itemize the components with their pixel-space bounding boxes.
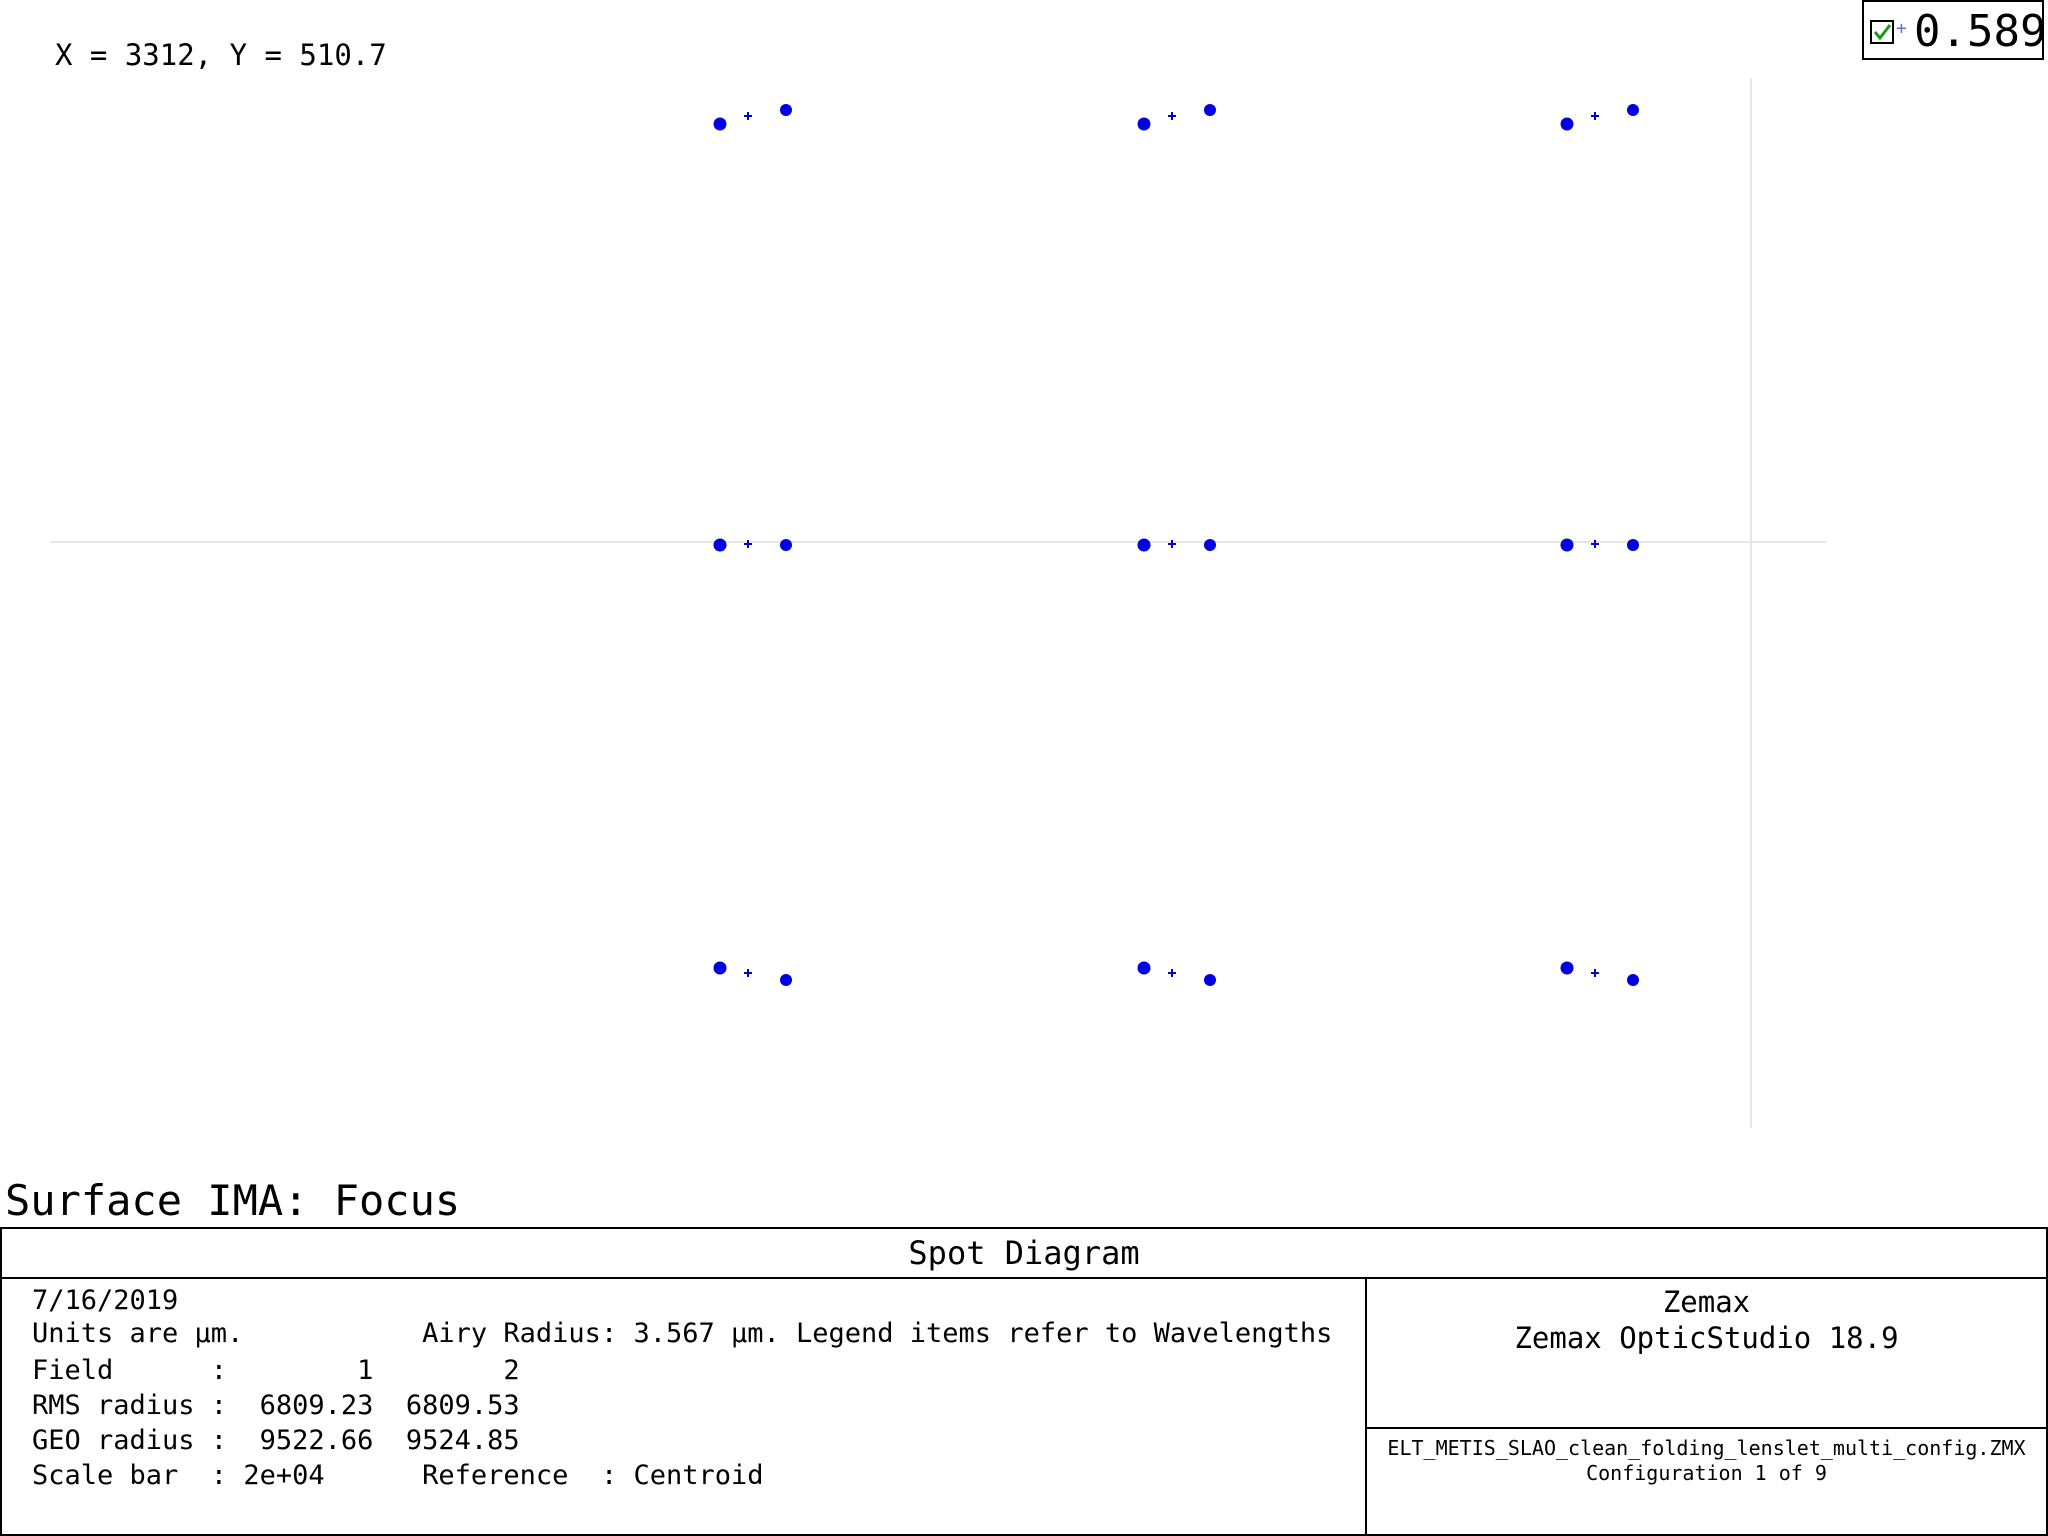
chief-ray-marker <box>1168 540 1176 548</box>
company-name: Zemax <box>1662 1285 1751 1319</box>
spot-left <box>1560 538 1574 552</box>
chief-ray-marker <box>1591 969 1599 977</box>
table-title-row: Spot Diagram <box>2 1229 2046 1279</box>
chief-ray-marker <box>744 969 752 977</box>
spot-right <box>780 974 792 986</box>
company-cell: Zemax Zemax OpticStudio 18.9 <box>1367 1279 2046 1429</box>
chief-ray-marker <box>1168 969 1176 977</box>
scale-bar-line: Scale bar : 2e+04 Reference : Centroid <box>32 1460 764 1491</box>
spot-left <box>1137 117 1151 131</box>
stats-cell: 7/16/2019 Units are µm. Airy Radius: 3.5… <box>2 1279 1367 1534</box>
spot-right <box>1627 539 1639 551</box>
spot-right <box>780 104 792 116</box>
chief-ray-marker <box>744 112 752 120</box>
chief-ray-marker <box>744 540 752 548</box>
rms-radius-line: RMS radius : 6809.23 6809.53 <box>32 1390 520 1421</box>
spot-group <box>713 104 1639 986</box>
wavelength-value: 0.589 <box>1914 6 2047 57</box>
spot-left <box>1137 961 1151 975</box>
spot-diagram-plot[interactable] <box>0 0 2048 1160</box>
product-name: Zemax OpticStudio 18.9 <box>1514 1321 1899 1355</box>
checkbox-checked-icon[interactable] <box>1870 20 1894 44</box>
spot-right <box>1204 539 1216 551</box>
wavelength-legend[interactable]: + 0.589 <box>1862 0 2047 60</box>
chief-ray-marker <box>1591 540 1599 548</box>
surface-title: Surface IMA: Focus <box>5 1176 461 1225</box>
geo-radius-line: GEO radius : 9522.66 9524.85 <box>32 1425 520 1456</box>
spot-left <box>1560 961 1574 975</box>
field-line: Field : 1 2 <box>32 1355 520 1386</box>
spot-right <box>1627 104 1639 116</box>
table-title: Spot Diagram <box>908 1234 1140 1272</box>
wavelength-marker-icon: + <box>1896 18 1907 39</box>
file-cell: ELT_METIS_SLAO_clean_folding_lenslet_mul… <box>1367 1429 2046 1534</box>
chief-ray-marker <box>1591 112 1599 120</box>
spot-right <box>780 539 792 551</box>
spot-left <box>1137 538 1151 552</box>
cursor-coordinate-readout: X = 3312, Y = 510.7 <box>55 38 387 72</box>
spot-left <box>713 538 727 552</box>
date-text: 7/16/2019 <box>32 1285 179 1316</box>
spot-left <box>1560 117 1574 131</box>
units-line: Units are µm. Airy Radius: 3.567 µm. Leg… <box>32 1318 1333 1349</box>
info-table: Spot Diagram 7/16/2019 Units are µm. Air… <box>0 1227 2048 1536</box>
spot-left <box>713 117 727 131</box>
configuration-text: Configuration 1 of 9 <box>1586 1461 1827 1485</box>
spot-right <box>1204 974 1216 986</box>
spot-right <box>1204 104 1216 116</box>
file-name: ELT_METIS_SLAO_clean_folding_lenslet_mul… <box>1387 1436 2026 1460</box>
spot-left <box>713 961 727 975</box>
spot-right <box>1627 974 1639 986</box>
chief-ray-marker <box>1168 112 1176 120</box>
